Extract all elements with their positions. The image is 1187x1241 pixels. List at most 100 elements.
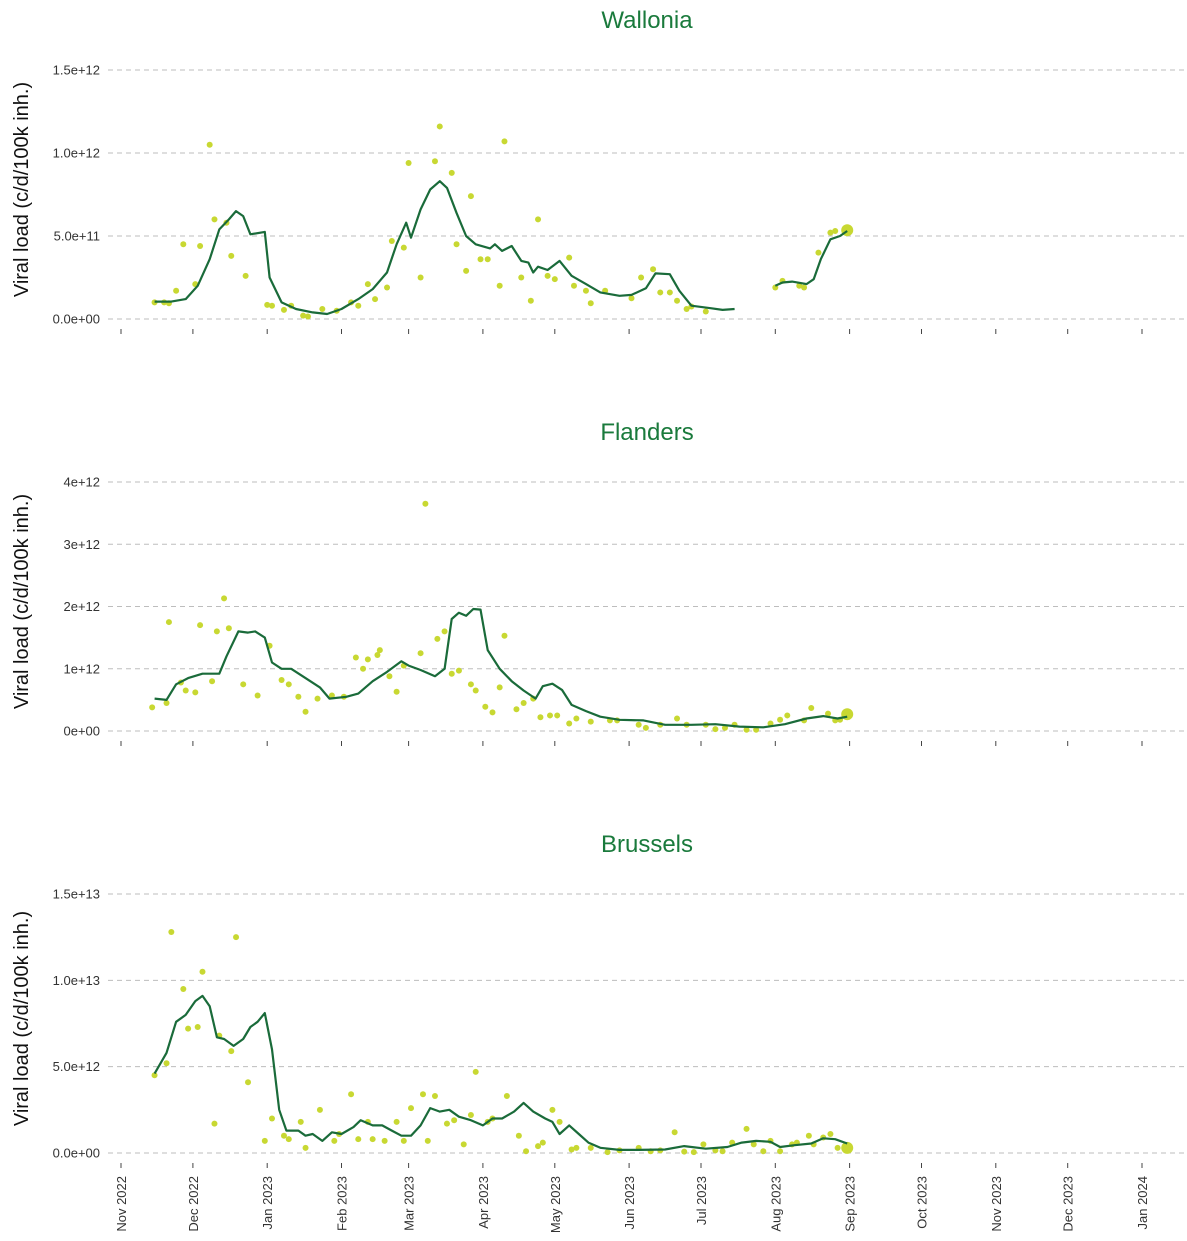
observed-point [801,284,808,291]
observed-point [448,169,455,176]
observed-point [278,676,285,683]
observed-point [185,1025,192,1032]
observed-point [582,287,589,294]
observed-point [674,297,681,304]
observed-point [573,715,580,722]
observed-point [372,296,379,303]
smoothed-line [153,994,848,1152]
observed-point [417,274,424,281]
observed-point [331,1137,338,1144]
observed-point [348,1091,355,1098]
panel-title: Flanders [600,419,693,446]
observed-point [233,934,240,941]
x-tick-label: Dec 2022 [186,1176,201,1232]
observed-point [638,274,645,281]
x-tick-label: May 2023 [548,1176,563,1233]
observed-point [635,721,642,728]
x-tick-label: Nov 2023 [989,1176,1004,1232]
observed-point [753,726,760,733]
observed-point [743,1125,750,1132]
observed-point [316,1106,323,1113]
observed-point [554,712,561,719]
y-tick-label: 0e+00 [63,724,100,739]
x-tick-label: Jan 2023 [260,1176,275,1230]
y-tick-label: 1.0e+13 [53,973,100,988]
observed-point [295,693,302,700]
observed-point [422,500,429,507]
observed-point [355,302,362,309]
observed-point [700,1141,707,1148]
observed-point [805,1132,812,1139]
observed-point [393,1118,400,1125]
y-axis-label: Viral load (c/d/100k inh.) [11,911,33,1126]
y-tick-label: 1e+12 [63,661,100,676]
x-tick-label: Oct 2023 [915,1176,930,1229]
observed-point [388,237,395,244]
observed-point [760,1148,767,1155]
smoothed-line [154,607,848,729]
observed-point [180,985,187,992]
observed-point [376,647,383,654]
observed-point [364,656,371,663]
observed-point [225,625,232,632]
observed-point [168,928,175,935]
observed-point [419,1091,426,1098]
observed-point [455,667,462,674]
observed-point [777,1148,784,1155]
observed-point [573,1144,580,1151]
observed-point [352,654,359,661]
smoothed-line [154,180,735,316]
observed-point [827,229,834,236]
observed-point [539,1139,546,1146]
observed-point [712,726,719,733]
x-tick-label: Aug 2023 [768,1176,783,1232]
observed-point [280,306,287,313]
observed-point [750,1141,757,1148]
observed-point [484,256,491,263]
observed-point [535,1143,542,1150]
observed-point [268,1115,275,1122]
observed-point [280,1132,287,1139]
observed-point [194,1023,201,1030]
observed-point [523,1148,530,1155]
observed-point [566,720,573,727]
observed-point [240,681,247,688]
observed-point [451,1117,458,1124]
x-tick-label: Jul 2023 [694,1176,709,1225]
x-tick-label: Mar 2023 [402,1176,417,1231]
y-tick-label: 4e+12 [63,475,100,490]
panel-flanders: Flanders Viral load (c/d/100k inh.) 0e+00 1… [11,419,1187,746]
y-tick-label: 0.0e+00 [53,1146,100,1161]
observed-point [467,681,474,688]
observed-point [834,1144,841,1151]
observed-point [796,282,803,289]
y-tick-label: 0.0e+00 [53,312,100,327]
x-tick-label: Apr 2023 [476,1176,491,1229]
observed-point [302,708,309,715]
observed-point [489,709,496,716]
observed-point [650,266,657,273]
observed-point [431,158,438,165]
observed-point [314,695,321,702]
observed-point [443,1120,450,1127]
x-tick-label: Jan 2024 [1135,1176,1150,1230]
observed-point [297,1118,304,1125]
observed-point [209,678,216,685]
observed-point [197,622,204,629]
y-axis-label: Viral load (c/d/100k inh.) [11,82,33,297]
panel-brussels: Brussels Viral load (c/d/100k inh.) 0.0e+0… [11,831,1187,1168]
observed-point [628,295,635,302]
observed-point [408,1105,415,1112]
observed-point [441,628,448,635]
observed-point [777,716,784,723]
observed-point [328,692,335,699]
y-tick-label: 1.5e+12 [53,63,100,78]
observed-point [374,652,381,659]
y-tick-label: 1.5e+13 [53,887,100,902]
observed-point [268,302,275,309]
x-tick-label: Nov 2022 [114,1176,129,1232]
observed-point [674,715,681,722]
observed-point [228,252,235,259]
observed-point [424,1137,431,1144]
